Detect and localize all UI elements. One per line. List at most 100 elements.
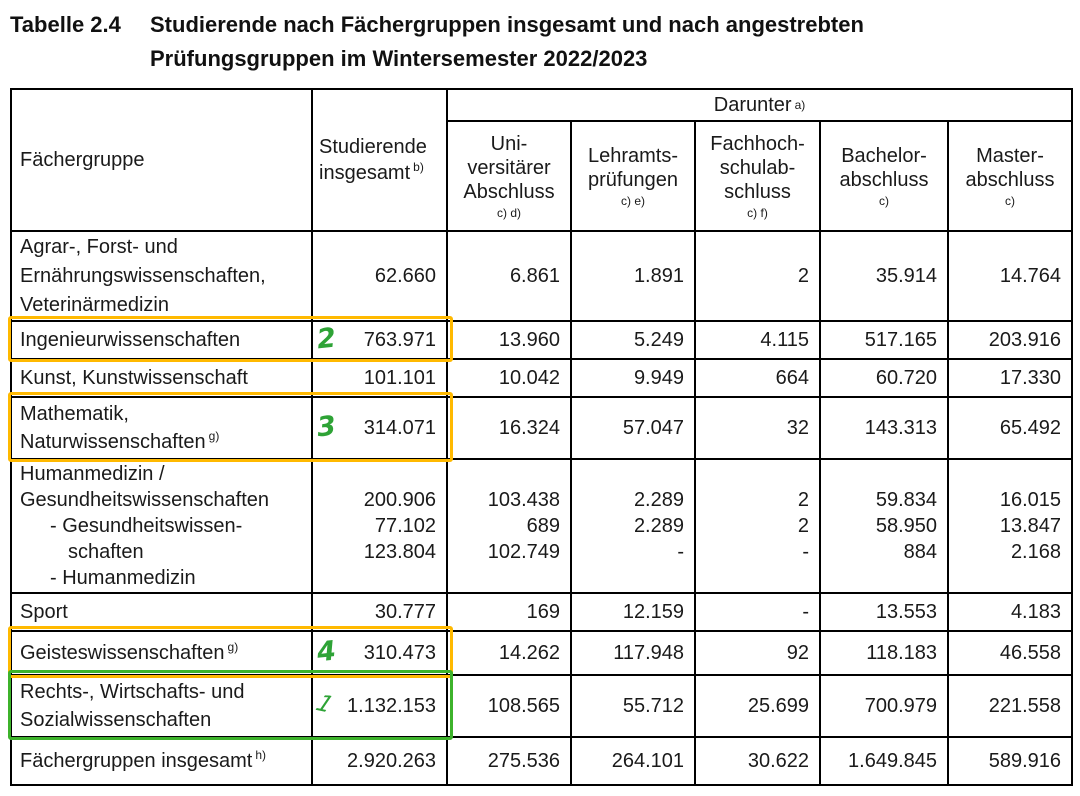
- value-cell: 9.949: [572, 360, 696, 396]
- value-cell: 30.622: [696, 738, 821, 784]
- cell-value: 200.906: [363, 489, 436, 511]
- value-cell: 12.159: [572, 594, 696, 630]
- cell-value: 30.777: [374, 600, 436, 623]
- table-row: Sport 30.777 169 12.159 - 13.553 4.183: [12, 592, 1071, 630]
- cell-value: 103.438: [487, 489, 560, 511]
- cell-value: 13.553: [875, 600, 937, 623]
- value-cell: 55.712: [572, 676, 696, 736]
- value-cell: -: [696, 594, 821, 630]
- table-number: Tabelle 2.4: [10, 12, 121, 37]
- subject-group-cell: Mathematik, Naturwissenschaften g): [12, 398, 313, 458]
- value-cell: 517.165: [821, 322, 949, 358]
- footnote-mark: c) d): [497, 206, 521, 220]
- subject-group-label: Humanmedizin /: [20, 463, 165, 485]
- value-cell: 101.101: [313, 360, 448, 396]
- cell-value: -: [802, 541, 809, 563]
- value-cell: 264.101: [572, 738, 696, 784]
- value-cell: 169: [448, 594, 572, 630]
- subject-group-cell: Kunst, Kunstwissenschaft: [12, 360, 313, 396]
- table-row: Geisteswissenschaften g) 310.473 4 14.262 117…: [12, 630, 1071, 674]
- column-header-line: schluss: [724, 181, 791, 203]
- cell-value: 14.764: [999, 264, 1061, 287]
- subject-group-label: Gesundheitswissenschaften: [20, 489, 270, 511]
- footnote-mark: g): [208, 429, 220, 444]
- cell-value: 2.289: [633, 515, 684, 537]
- cell-value: 12.159: [622, 600, 684, 623]
- cell-value: 4.115: [760, 328, 809, 351]
- subject-group-cell: Rechts-, Wirtschafts- und Sozialwissensch…: [12, 676, 313, 736]
- value-cell: 6.861: [448, 232, 572, 320]
- cell-value: 55.712: [622, 694, 684, 717]
- cell-value: 884: [903, 541, 937, 563]
- cell-value: 10.042: [498, 366, 560, 389]
- subject-group-label: schaften: [68, 541, 144, 563]
- column-header: Master-abschluss c): [949, 122, 1071, 230]
- table-row: Agrar-, Forst- und Ernährungswissenschaft…: [12, 230, 1071, 320]
- cell-value: 60.720: [875, 366, 937, 389]
- handwritten-rank-4: 4: [315, 635, 338, 669]
- cell-value: 203.916: [988, 328, 1061, 351]
- subject-group-label: - Gesundheitswissen-: [50, 515, 243, 537]
- value-cell: 664: [696, 360, 821, 396]
- subject-group-label: Sozialwissenschaften: [20, 709, 212, 731]
- value-cell: 59.834 58.950 884: [821, 460, 949, 592]
- subject-group-label: Fächergruppen insgesamt h): [20, 748, 267, 772]
- title-line2: Prüfungsgruppen im Wintersemester 2022/2…: [150, 46, 648, 71]
- cell-value: 46.558: [999, 641, 1061, 664]
- cell-value: 6.861: [509, 264, 560, 287]
- cell-value: 17.330: [999, 366, 1061, 389]
- cell-value: 25.699: [747, 694, 809, 717]
- table-title: Tabelle 2.4 Studierende nach Fächergrupp…: [10, 8, 864, 76]
- value-cell: 14.262: [448, 632, 572, 674]
- value-cell: 14.764: [949, 232, 1071, 320]
- column-header: Fachhoch-schulab-schluss c) f): [696, 122, 821, 230]
- subject-group-cell: Geisteswissenschaften g): [12, 632, 313, 674]
- cell-value: 118.183: [866, 641, 937, 664]
- cell-value: 9.949: [633, 366, 684, 389]
- value-cell: 1.891: [572, 232, 696, 320]
- footnote-mark: c): [1005, 194, 1015, 208]
- handwritten-rank-1: 1: [313, 690, 338, 719]
- cell-value: 264.101: [611, 749, 684, 772]
- cell-value: 1.891: [633, 264, 684, 287]
- value-cell: 2.920.263: [313, 738, 448, 784]
- cell-value: -: [677, 541, 684, 563]
- cell-value: 59.834: [875, 489, 937, 511]
- column-header-line: Lehramts-: [587, 145, 679, 167]
- column-header-line: Bachelor-: [841, 145, 927, 167]
- value-cell: 203.916: [949, 322, 1071, 358]
- value-cell: 57.047: [572, 398, 696, 458]
- column-header-total: Studierende insgesamt b): [313, 90, 448, 230]
- value-cell: 2 2 -: [696, 460, 821, 592]
- cell-value: 108.565: [487, 694, 560, 717]
- cell-value: 101.101: [363, 366, 436, 389]
- subject-group-label: Ernährungswissenschaften,: [20, 264, 266, 287]
- handwritten-rank-3: 3: [315, 410, 338, 444]
- table-row: Rechts-, Wirtschafts- und Sozialwissensch…: [12, 674, 1071, 736]
- value-cell: 16.324: [448, 398, 572, 458]
- table-row: Ingenieurwissenschaften 763.971 2 13.960 5.2…: [12, 320, 1071, 358]
- darunter-group: Darunter a) Uni-versitärer Abschluss c) d) L…: [448, 90, 1071, 230]
- subject-group-label: Veterinärmedizin: [20, 293, 169, 316]
- cell-value: 314.071: [363, 416, 436, 439]
- cell-value: 5.249: [633, 328, 684, 351]
- value-cell: 108.565: [448, 676, 572, 736]
- cell-value: 92: [786, 641, 809, 664]
- cell-value: 57.047: [622, 416, 684, 439]
- footnote-mark: h): [255, 748, 267, 763]
- value-cell: 17.330: [949, 360, 1071, 396]
- cell-value: 117.948: [613, 641, 684, 664]
- subject-group-cell: Fächergruppen insgesamt h): [12, 738, 313, 784]
- value-cell: 103.438 689 102.749: [448, 460, 572, 592]
- cell-value: 35.914: [875, 264, 937, 287]
- footnote-mark: c) e): [621, 194, 645, 208]
- value-cell: 92: [696, 632, 821, 674]
- column-header-line: Abschluss: [463, 181, 555, 203]
- cell-value: 13.847: [999, 515, 1061, 537]
- value-cell: 4.115: [696, 322, 821, 358]
- column-header-line: abschluss: [965, 169, 1055, 191]
- subject-group-label: Geisteswissenschaften g): [20, 640, 239, 664]
- column-header-line: Uni-: [490, 133, 528, 155]
- subject-group-label: Ingenieurwissenschaften: [20, 329, 241, 351]
- cell-value: 14.262: [498, 641, 560, 664]
